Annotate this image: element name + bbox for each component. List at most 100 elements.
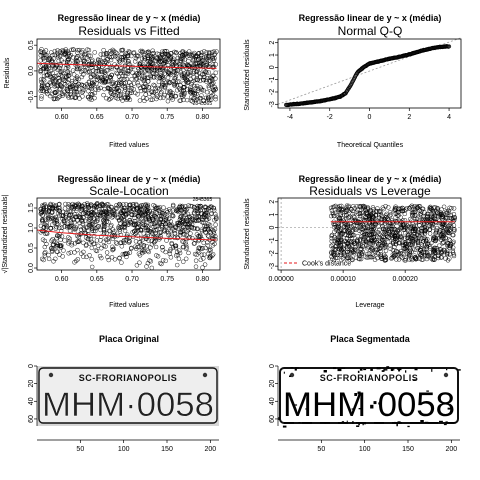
residual-point [56, 95, 61, 100]
scale-point [67, 209, 72, 214]
panel1-xlabel: Fitted values [109, 142, 149, 149]
leverage-point [370, 252, 376, 257]
leverage-point [392, 208, 397, 213]
leverage-point [441, 233, 446, 239]
residual-point [105, 68, 110, 73]
residual-point [194, 83, 200, 89]
scale-point [56, 202, 62, 207]
residual-point [200, 58, 206, 64]
residual-point [82, 51, 88, 57]
scale-point [160, 258, 166, 263]
residual-point [47, 88, 52, 93]
scale-point [148, 259, 154, 264]
leverage-point [367, 220, 372, 226]
residual-point [135, 53, 140, 58]
scale-point [66, 235, 71, 240]
residual-point [95, 57, 101, 62]
scale-point [123, 251, 129, 256]
scale-point [164, 215, 169, 220]
residual-point [89, 80, 95, 86]
residual-point [129, 53, 134, 59]
residual-point [154, 75, 159, 80]
residual-point [63, 78, 68, 83]
scale-point [186, 235, 191, 241]
leverage-point [341, 243, 347, 248]
scale-point [154, 211, 160, 216]
leverage-point [415, 245, 420, 251]
scale-point [139, 247, 145, 253]
plate-original-image: SC-FRORIANOPOLIS MHM·0058 50 100 150 200 0 20 40… [28, 364, 219, 453]
residual-point [92, 50, 97, 55]
ytick-label: 20 [269, 380, 276, 388]
scale-point [145, 248, 151, 254]
residual-point [162, 92, 167, 98]
leverage-point [344, 213, 349, 218]
scale-point [66, 204, 71, 210]
scale-point [100, 223, 105, 228]
scale-point [91, 233, 97, 239]
residual-point [109, 66, 114, 71]
xtick-label: 50 [317, 446, 325, 453]
panel4-xtick-label: 0.00020 [393, 276, 418, 283]
scale-point [69, 222, 74, 228]
scale-point [206, 234, 211, 239]
residual-point [145, 75, 150, 81]
residual-point [79, 55, 85, 60]
scale-point [105, 202, 111, 207]
scale-point [181, 259, 186, 264]
leverage-point [450, 232, 455, 238]
leverage-point [451, 211, 457, 217]
residual-point [191, 78, 196, 84]
segmentation-noise [323, 370, 327, 373]
scale-point [112, 232, 117, 238]
scale-point [114, 206, 119, 212]
scale-point [110, 214, 116, 219]
leverage-point [406, 241, 411, 247]
residual-point [108, 48, 113, 54]
leverage-point [340, 210, 345, 215]
residual-point [189, 82, 194, 87]
leverage-point [441, 240, 446, 245]
leverage-point [417, 233, 422, 239]
leverage-point [417, 212, 423, 217]
leverage-point [437, 212, 443, 218]
residual-point [168, 55, 173, 60]
residual-point [59, 50, 65, 56]
residual-point [76, 76, 81, 82]
leverage-point [449, 205, 454, 211]
scale-point [179, 219, 184, 224]
residual-point [104, 95, 109, 101]
scale-point [38, 223, 44, 229]
leverage-point [415, 240, 421, 246]
leverage-point [349, 247, 355, 252]
residual-point [65, 64, 71, 70]
scale-point [42, 251, 47, 256]
residual-point [70, 47, 76, 52]
scale-point [203, 230, 209, 235]
segmentation-noise [358, 423, 360, 426]
residual-point [106, 86, 112, 91]
scale-point [158, 210, 163, 215]
xtick-label: 100 [359, 446, 371, 453]
residual-point [59, 69, 64, 75]
scale-point [102, 224, 108, 229]
scale-point [183, 242, 189, 248]
residual-point [173, 94, 178, 99]
qq-point [345, 87, 350, 92]
residual-point [52, 90, 57, 95]
leverage-point [439, 254, 444, 260]
leverage-point [393, 218, 398, 224]
residual-point [159, 89, 164, 95]
residual-point [185, 71, 191, 76]
scale-point [132, 218, 138, 224]
scale-point [204, 210, 210, 215]
leverage-point [447, 243, 453, 249]
leverage-point [402, 246, 407, 251]
plate-border [38, 367, 218, 424]
scale-point [190, 217, 196, 223]
scale-point [112, 257, 118, 262]
residual-point [181, 93, 187, 98]
residual-point [172, 49, 177, 55]
leverage-point [378, 212, 384, 217]
scale-point [53, 214, 58, 220]
